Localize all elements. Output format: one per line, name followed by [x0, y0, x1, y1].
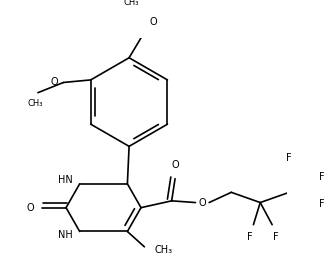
Text: O: O	[171, 160, 179, 170]
Text: O: O	[150, 17, 157, 27]
Text: HN: HN	[58, 175, 73, 185]
Text: F: F	[319, 199, 325, 209]
Text: F: F	[286, 152, 292, 162]
Text: NH: NH	[58, 230, 73, 240]
Text: CH₃: CH₃	[124, 0, 139, 7]
Text: CH₃: CH₃	[154, 245, 173, 255]
Text: F: F	[273, 232, 278, 242]
Text: CH₃: CH₃	[28, 99, 43, 108]
Text: O: O	[27, 203, 34, 213]
Text: F: F	[247, 232, 253, 242]
Text: F: F	[319, 172, 325, 182]
Text: O: O	[198, 198, 206, 208]
Text: O: O	[51, 78, 58, 88]
